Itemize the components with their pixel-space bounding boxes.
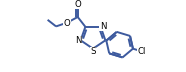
Text: Cl: Cl	[137, 47, 146, 56]
Text: N: N	[75, 36, 81, 45]
Text: S: S	[90, 47, 96, 56]
Text: O: O	[63, 19, 70, 28]
Text: N: N	[100, 22, 106, 31]
Text: O: O	[74, 0, 81, 9]
